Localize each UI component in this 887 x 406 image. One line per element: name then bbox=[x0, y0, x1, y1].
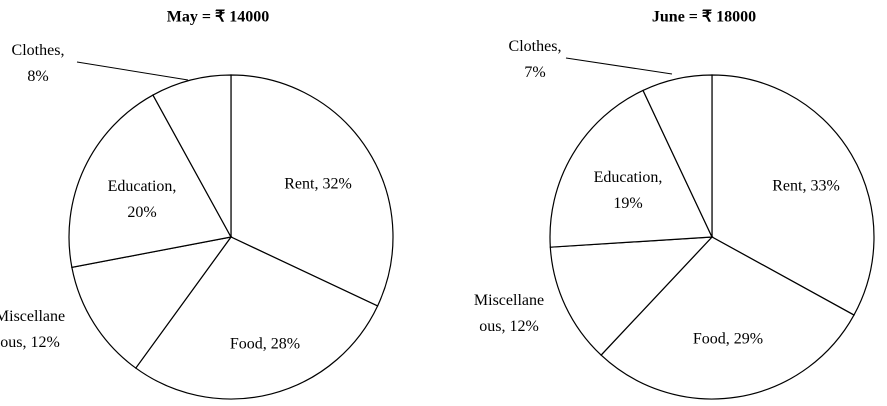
data-label: Clothes, 8% bbox=[12, 42, 65, 85]
data-label: Rent, 33% bbox=[772, 178, 840, 195]
pie-slice bbox=[152, 74, 232, 238]
pie-slice bbox=[549, 236, 714, 356]
pie-slice bbox=[134, 236, 379, 400]
data-label: Miscellane ous, 12% bbox=[0, 308, 65, 351]
leader-line bbox=[565, 57, 673, 75]
data-label: Food, 28% bbox=[230, 336, 300, 353]
pie-slice bbox=[68, 94, 232, 269]
pie-slice bbox=[711, 74, 875, 316]
chart-title: May = ₹ 14000 bbox=[167, 9, 269, 26]
pie-slice bbox=[230, 74, 394, 307]
data-label: Rent, 32% bbox=[284, 176, 352, 193]
pie-slice bbox=[642, 74, 713, 238]
data-label: Clothes, 7% bbox=[509, 38, 562, 81]
data-label: Education, 20% bbox=[108, 178, 177, 221]
data-label: Food, 29% bbox=[693, 331, 763, 348]
data-label: Miscellane ous, 12% bbox=[474, 292, 544, 335]
pie-slice bbox=[71, 236, 233, 369]
leader-line bbox=[76, 61, 189, 81]
data-label: Education, 19% bbox=[594, 169, 663, 212]
pie-slice bbox=[549, 89, 713, 248]
chart-title: June = ₹ 18000 bbox=[652, 9, 756, 26]
pie-slice bbox=[600, 236, 855, 400]
